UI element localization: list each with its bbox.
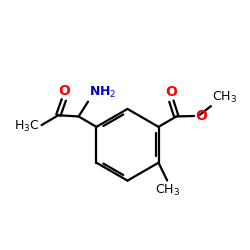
Text: O: O xyxy=(165,85,177,99)
Text: O: O xyxy=(195,109,207,123)
Text: NH$_2$: NH$_2$ xyxy=(89,85,116,100)
Text: H$_3$C: H$_3$C xyxy=(14,119,40,134)
Text: CH$_3$: CH$_3$ xyxy=(212,90,237,105)
Text: O: O xyxy=(58,84,70,98)
Text: CH$_3$: CH$_3$ xyxy=(155,182,180,198)
